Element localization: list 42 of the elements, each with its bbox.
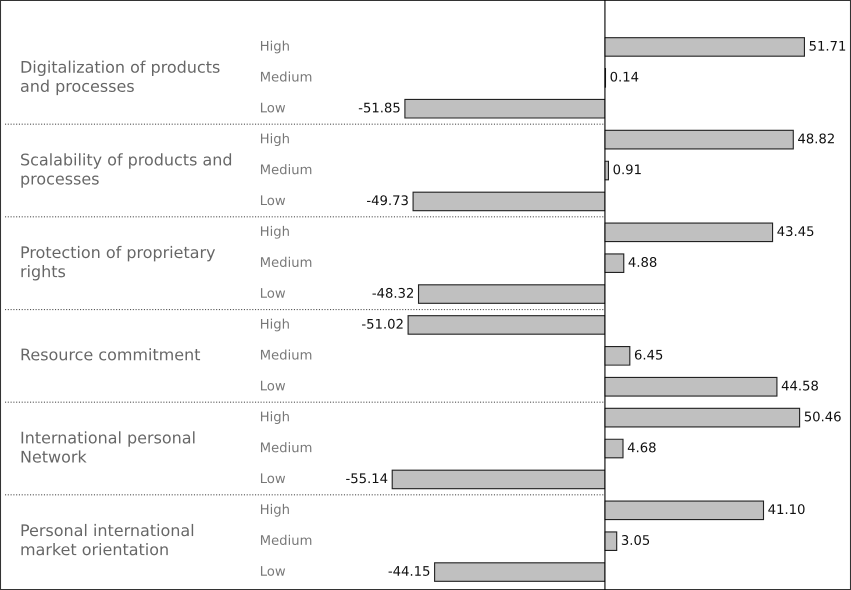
y-tick-label: Low xyxy=(260,473,286,484)
data-label: -51.02 xyxy=(362,318,403,329)
y-tick-label: High xyxy=(260,40,289,54)
data-label: 6.45 xyxy=(634,350,662,360)
y-tick-label: High xyxy=(260,226,289,239)
data-label: 48.82 xyxy=(798,133,834,144)
text: Digitalization of products and processes xyxy=(20,60,220,96)
data-label: -51.85 xyxy=(358,102,400,113)
y-tick-label: Low xyxy=(260,195,286,206)
y-tick-label: High xyxy=(260,411,289,424)
y-tick-label: Medium xyxy=(260,71,312,82)
text: Resource commitment xyxy=(22,348,200,360)
y-tick-label: Medium xyxy=(260,349,312,360)
text: Scalability of products and processes xyxy=(21,153,232,188)
text: Protection of proprietary rights xyxy=(21,246,216,280)
data-label: 4.88 xyxy=(628,257,656,268)
y-tick-label: Low xyxy=(260,102,286,113)
y-tick-label: High xyxy=(260,504,289,517)
data-label: 44.58 xyxy=(782,380,818,391)
data-label: -49.73 xyxy=(367,195,408,206)
y-tick-label: Low xyxy=(260,380,286,391)
data-label: -48.32 xyxy=(372,288,414,298)
y-tick-label: High xyxy=(260,318,289,332)
y-tick-label: Medium xyxy=(260,534,312,546)
y-tick-label: Medium xyxy=(260,256,312,268)
data-label: 4.68 xyxy=(628,442,656,452)
data-label: 50.46 xyxy=(804,411,841,422)
data-label: 0.91 xyxy=(613,164,641,174)
data-label: 41.10 xyxy=(768,504,805,514)
data-label: 3.05 xyxy=(622,535,650,546)
data-label: 51.71 xyxy=(810,40,846,51)
y-tick-label: Medium xyxy=(260,442,312,452)
y-tick-label: Low xyxy=(260,288,286,298)
data-label: -55.14 xyxy=(346,473,388,484)
data-label: -44.15 xyxy=(388,566,430,576)
text: International personal Network xyxy=(22,431,194,463)
data-label: 43.45 xyxy=(777,226,814,236)
data-label: 0.14 xyxy=(610,72,638,82)
y-tick-label: Low xyxy=(260,566,286,576)
y-tick-label: Medium xyxy=(260,164,312,174)
y-tick-label: High xyxy=(260,133,289,146)
text: Personal international market orientation xyxy=(21,524,194,556)
